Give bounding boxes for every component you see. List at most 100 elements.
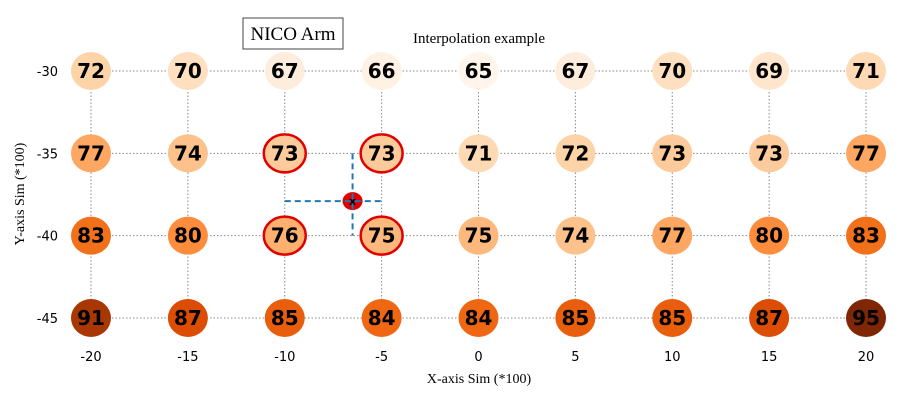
value-cell (555, 134, 596, 173)
nico-arm-label-box: NICO Arm (242, 17, 344, 50)
value-label: 77 (852, 141, 880, 165)
x-tick-label: -20 (80, 350, 101, 365)
value-cell (458, 52, 499, 90)
value-cell (361, 216, 402, 255)
value-cell (652, 299, 693, 337)
value-label: 73 (368, 141, 396, 165)
chart-title: Interpolation example (413, 31, 545, 47)
value-cell (749, 52, 790, 90)
x-tick-label: -15 (177, 350, 198, 365)
value-cell (652, 134, 693, 173)
value-label: 66 (368, 59, 396, 83)
value-label: 72 (77, 59, 105, 83)
value-label: 71 (465, 141, 493, 165)
value-label: 83 (77, 224, 105, 248)
value-label: 70 (658, 59, 686, 83)
value-label: 85 (561, 306, 589, 330)
x-axis-label: X-axis Sim (*100) (427, 372, 532, 387)
value-label: 84 (465, 306, 493, 330)
interpolation-point-label: x (349, 195, 356, 208)
value-cell (652, 52, 693, 90)
value-cell (555, 299, 596, 337)
grid-lines (90, 70, 867, 319)
value-cell (458, 299, 499, 337)
value-label: 73 (658, 141, 686, 165)
value-cell (749, 299, 790, 337)
value-cell (846, 52, 886, 90)
value-label: 72 (561, 141, 589, 165)
y-tick-label: -30 (37, 65, 58, 80)
highlight-ring (262, 215, 307, 256)
value-label: 71 (852, 59, 880, 83)
highlight-ring (359, 133, 404, 174)
value-label: 80 (174, 224, 202, 248)
value-cell (167, 216, 208, 255)
x-tick-label: 0 (474, 350, 482, 365)
value-label: 67 (561, 59, 589, 83)
value-label: 73 (755, 141, 783, 165)
interpolation-guides (284, 153, 382, 236)
x-tick-label: 15 (761, 350, 778, 365)
value-cell (555, 52, 596, 90)
value-cell (458, 134, 499, 173)
value-cell (264, 134, 305, 173)
value-cell (71, 216, 111, 255)
value-label: 84 (368, 306, 396, 330)
value-label: 83 (852, 224, 880, 248)
value-label: 73 (271, 141, 299, 165)
value-cell (264, 299, 305, 337)
x-tick-label: 10 (664, 350, 681, 365)
value-cell (555, 216, 596, 255)
value-label: 87 (174, 306, 202, 330)
axis-ticks: -20 -15 -10 -5 0 5 10 15 20 -30 -35 -40 -45 (37, 65, 875, 365)
value-cell (846, 134, 886, 173)
value-cell (846, 216, 886, 255)
y-tick-label: -40 (37, 230, 58, 245)
value-cell (71, 134, 111, 173)
value-cell (458, 216, 499, 255)
value-label: 70 (174, 59, 202, 83)
value-cell (167, 299, 208, 337)
value-cell (749, 216, 790, 255)
value-cell (264, 52, 305, 90)
interpolation-point (342, 192, 363, 211)
x-tick-label: -10 (274, 350, 295, 365)
value-label: 87 (755, 306, 783, 330)
x-tick-label: 20 (858, 350, 875, 365)
value-label: 65 (465, 59, 493, 83)
highlight-ring (359, 215, 404, 256)
value-cell (167, 52, 208, 90)
value-cell (71, 52, 111, 90)
value-label: 77 (658, 224, 686, 248)
value-cell (749, 134, 790, 173)
value-cells: 72 70 67 66 65 67 70 69 71 77 74 73 73 71 72 73 73 77 83 80… (71, 52, 886, 337)
y-tick-label: -35 (37, 147, 58, 162)
x-tick-label: 5 (571, 350, 579, 365)
y-axis-label: Y-axis Sim (*100) (13, 142, 28, 245)
value-label: 80 (755, 224, 783, 248)
value-label: 85 (658, 306, 686, 330)
value-cell (652, 216, 693, 255)
value-label: 67 (271, 59, 299, 83)
highlight-ring (262, 133, 307, 174)
value-cell (71, 299, 111, 337)
value-label: 95 (852, 306, 880, 330)
value-cell (167, 134, 208, 173)
value-label: 77 (77, 141, 105, 165)
value-label: 75 (368, 224, 396, 248)
x-tick-label: -5 (375, 350, 388, 365)
value-label: 74 (174, 141, 202, 165)
y-tick-label: -45 (37, 312, 58, 327)
nico-arm-label: NICO Arm (251, 24, 336, 45)
value-label: 85 (271, 306, 299, 330)
value-label: 69 (755, 59, 783, 83)
value-label: 91 (77, 306, 105, 330)
value-cell (361, 299, 402, 337)
value-label: 75 (465, 224, 493, 248)
value-label: 74 (561, 224, 589, 248)
value-cell (264, 216, 305, 255)
value-cell (361, 134, 402, 173)
value-cell (846, 299, 886, 337)
value-label: 76 (271, 224, 299, 248)
